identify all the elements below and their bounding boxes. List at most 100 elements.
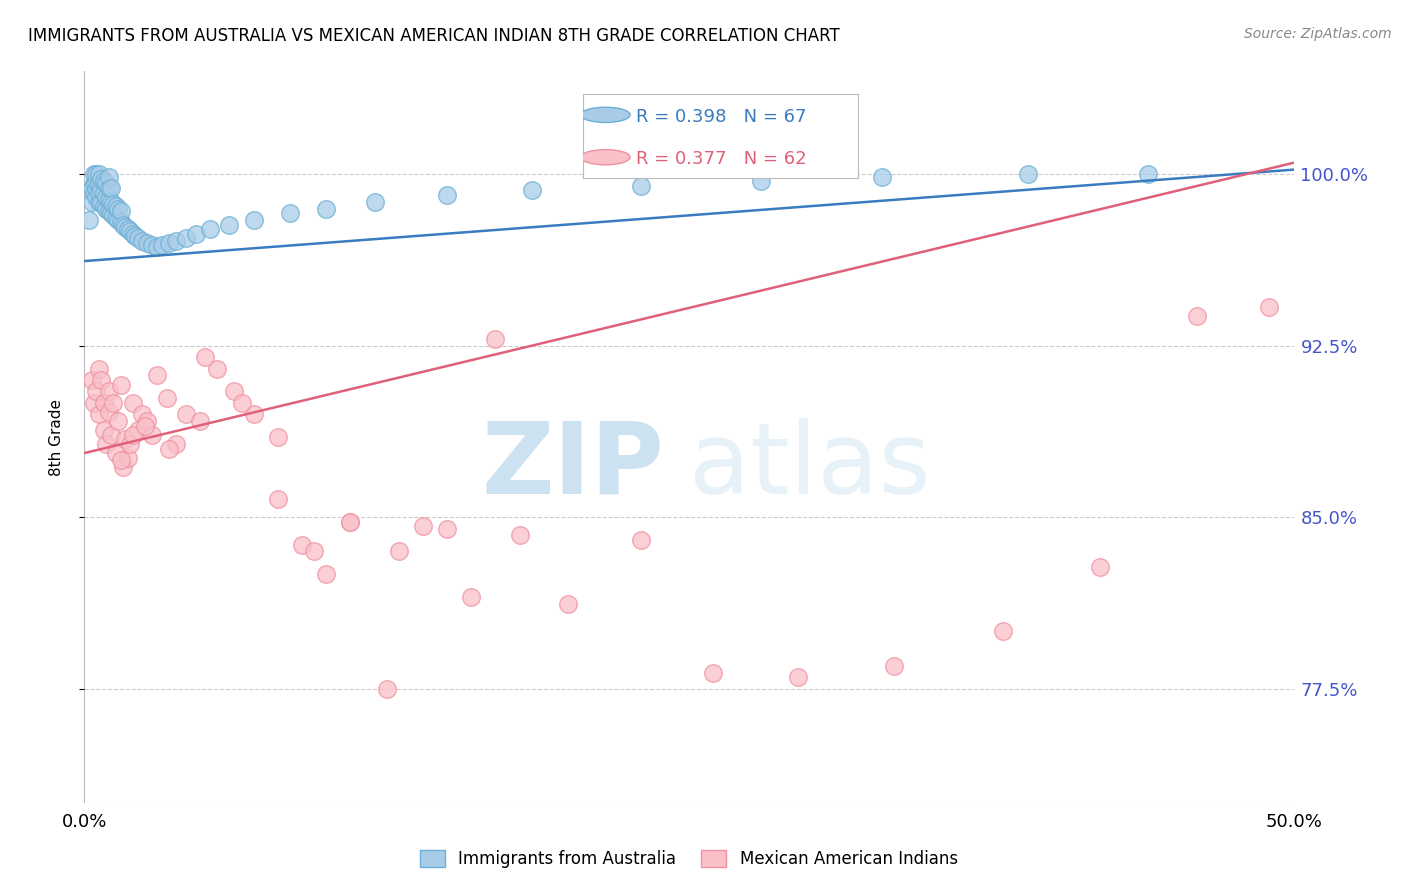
- Point: [80, 194, 103, 209]
- Legend: Immigrants from Australia, Mexican American Indians: Immigrants from Australia, Mexican Ameri…: [413, 844, 965, 875]
- Point: [87, 186, 110, 200]
- Point: [107, 213, 129, 227]
- Point: [87, 167, 110, 181]
- Point: [363, 194, 385, 209]
- Point: [80, 181, 103, 195]
- Point: [184, 227, 207, 241]
- Point: [83, 167, 105, 181]
- Point: [155, 391, 177, 405]
- Point: [90, 183, 112, 197]
- Point: [520, 183, 543, 197]
- Point: [436, 187, 458, 202]
- Point: [97, 405, 120, 419]
- Point: [87, 407, 110, 421]
- Point: [141, 427, 163, 442]
- Point: [267, 491, 290, 506]
- Point: [883, 658, 905, 673]
- Point: [1017, 167, 1039, 181]
- Point: [190, 414, 212, 428]
- Point: [872, 169, 894, 184]
- Point: [484, 332, 506, 346]
- Point: [97, 203, 120, 218]
- Point: [1185, 309, 1208, 323]
- Point: [339, 515, 361, 529]
- Circle shape: [581, 150, 630, 165]
- Point: [124, 229, 146, 244]
- Point: [80, 373, 103, 387]
- Point: [112, 459, 135, 474]
- Point: [141, 238, 163, 252]
- Point: [157, 442, 180, 456]
- Point: [315, 202, 337, 216]
- Point: [131, 407, 153, 421]
- Point: [97, 169, 120, 184]
- Point: [93, 396, 115, 410]
- Point: [114, 433, 136, 447]
- Point: [702, 665, 724, 680]
- Point: [112, 218, 135, 232]
- Point: [315, 567, 337, 582]
- Point: [121, 227, 143, 241]
- Point: [1137, 167, 1160, 181]
- Point: [93, 174, 115, 188]
- Y-axis label: 8th Grade: 8th Grade: [49, 399, 63, 475]
- Point: [87, 177, 110, 191]
- Point: [267, 430, 290, 444]
- Point: [146, 240, 169, 254]
- Point: [86, 181, 108, 195]
- Point: [121, 427, 143, 442]
- Point: [460, 590, 482, 604]
- Point: [557, 597, 579, 611]
- Point: [291, 537, 314, 551]
- Point: [1258, 300, 1281, 314]
- Point: [94, 202, 117, 216]
- Point: [90, 171, 112, 186]
- Point: [242, 407, 264, 421]
- Point: [388, 544, 411, 558]
- Point: [278, 206, 301, 220]
- Point: [100, 427, 122, 442]
- Point: [86, 190, 108, 204]
- Point: [127, 423, 149, 437]
- Point: [121, 396, 143, 410]
- Point: [97, 181, 120, 195]
- Text: R = 0.377   N = 62: R = 0.377 N = 62: [636, 150, 806, 168]
- Point: [157, 235, 180, 250]
- Point: [103, 396, 125, 410]
- Point: [97, 384, 120, 399]
- Point: [100, 194, 122, 209]
- Point: [104, 199, 127, 213]
- Text: R = 0.398   N = 67: R = 0.398 N = 67: [636, 108, 806, 126]
- Point: [114, 219, 136, 234]
- Point: [90, 373, 112, 387]
- Point: [100, 181, 122, 195]
- Point: [1088, 560, 1111, 574]
- Point: [630, 178, 652, 193]
- Point: [110, 203, 132, 218]
- Point: [127, 231, 149, 245]
- Point: [117, 222, 139, 236]
- Point: [93, 423, 115, 437]
- Point: [93, 199, 115, 213]
- Point: [134, 418, 156, 433]
- Point: [146, 368, 169, 383]
- Point: [120, 437, 142, 451]
- Point: [86, 167, 108, 181]
- Point: [104, 446, 127, 460]
- Point: [339, 515, 361, 529]
- Point: [107, 202, 129, 216]
- Point: [103, 208, 125, 222]
- Point: [174, 407, 197, 421]
- Point: [103, 197, 125, 211]
- Point: [107, 414, 129, 428]
- Point: [174, 231, 197, 245]
- Point: [87, 194, 110, 209]
- Point: [165, 437, 187, 451]
- Point: [87, 361, 110, 376]
- Point: [86, 174, 108, 188]
- Point: [97, 193, 120, 207]
- Point: [94, 437, 117, 451]
- Point: [104, 211, 127, 225]
- Point: [751, 174, 773, 188]
- Point: [120, 224, 142, 238]
